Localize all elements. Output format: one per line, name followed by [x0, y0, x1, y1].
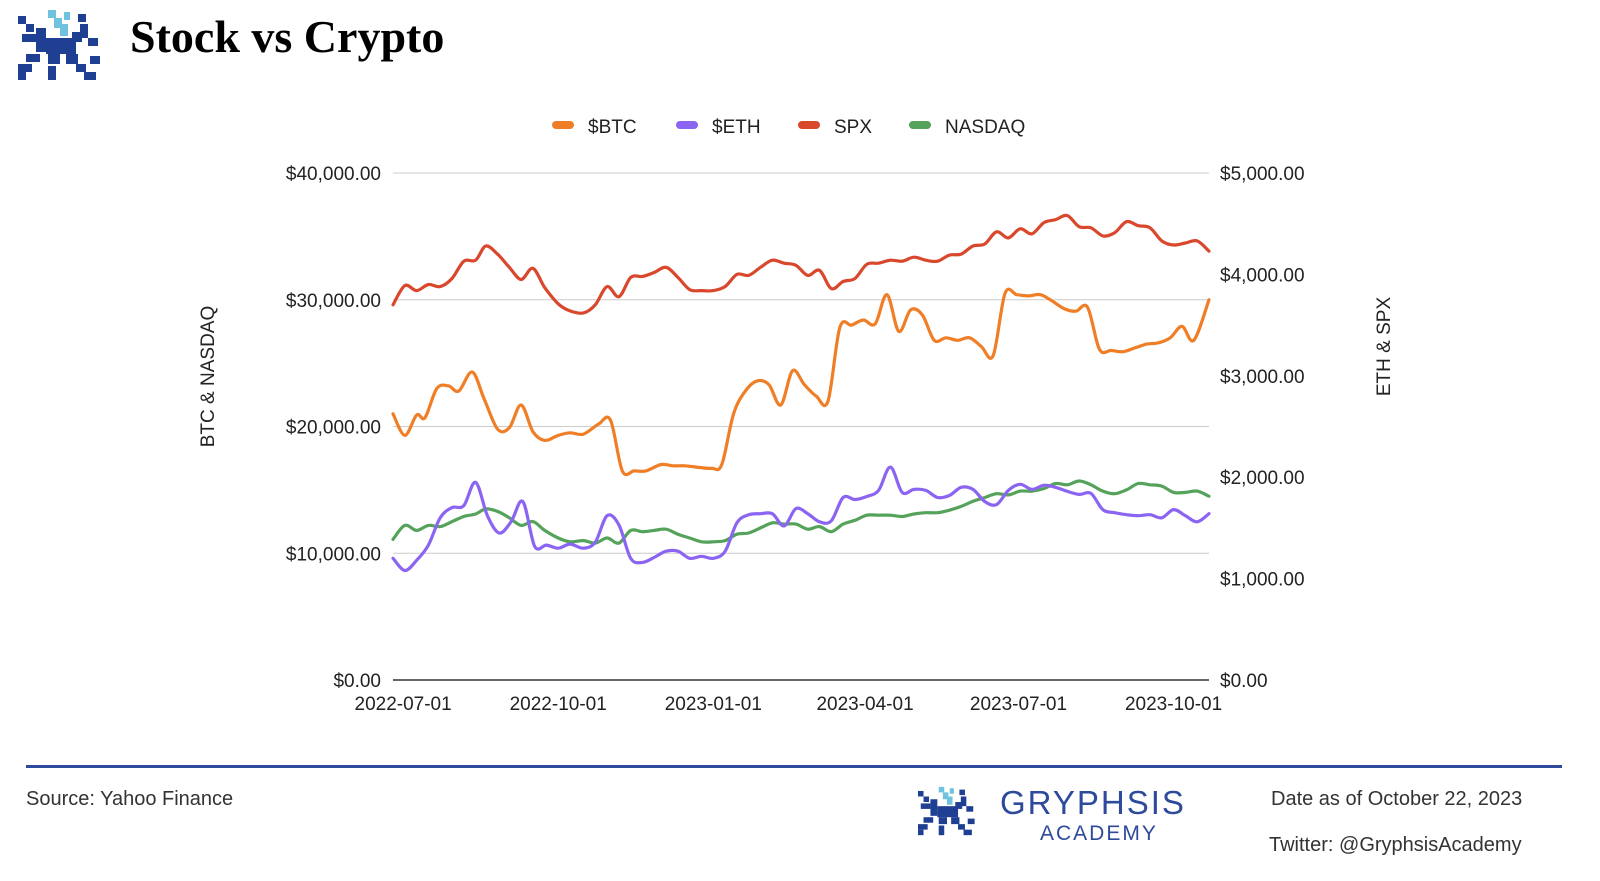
legend-swatch — [676, 121, 698, 129]
y-right-tick-label: $4,000.00 — [1220, 265, 1305, 286]
twitter-handle[interactable]: Twitter: @GryphsisAcademy — [1269, 834, 1522, 856]
gryphon-logo-icon — [18, 10, 100, 80]
y-left-tick-label: $0.00 — [333, 671, 381, 692]
legend-swatch — [909, 121, 931, 129]
series-lines — [391, 213, 1211, 573]
x-tick-label: 2023-04-01 — [816, 694, 913, 715]
brand-subtitle: ACADEMY — [1040, 822, 1158, 845]
chart-area: $0.00 $10,000.00 $20,000.00 $30,000.00 $40,0… — [198, 117, 1395, 715]
legend-item-btc: $BTC — [552, 117, 637, 138]
y-left-tick-label: $30,000.00 — [286, 291, 381, 312]
brand-name: GRYPHSIS — [1000, 784, 1186, 821]
x-tick-label: 2023-01-01 — [665, 694, 762, 715]
legend-item-nasdaq: NASDAQ — [909, 117, 1025, 138]
series-line-eth — [391, 465, 1211, 573]
x-tick-label: 2023-10-01 — [1125, 694, 1222, 715]
y-left-tick-label: $10,000.00 — [286, 544, 381, 565]
legend-label: $ETH — [712, 117, 761, 138]
axes: $0.00 $10,000.00 $20,000.00 $30,000.00 $40,0… — [198, 164, 1395, 715]
y-right-tick-label: $0.00 — [1220, 671, 1268, 692]
series-line-btc — [391, 287, 1211, 477]
footer-rule — [26, 765, 1562, 768]
y-right-tick-label: $5,000.00 — [1220, 164, 1305, 185]
x-tick-label: 2022-10-01 — [510, 694, 607, 715]
legend-label: NASDAQ — [945, 117, 1025, 138]
y-right-tick-label: $3,000.00 — [1220, 367, 1305, 388]
date-note: Date as of October 22, 2023 — [1271, 788, 1523, 810]
x-tick-label: 2022-07-01 — [355, 694, 452, 715]
x-tick-label: 2023-07-01 — [970, 694, 1067, 715]
legend-label: SPX — [834, 117, 872, 138]
legend-item-spx: SPX — [798, 117, 872, 138]
page-title: Stock vs Crypto — [130, 11, 445, 62]
y-right-axis-title: ETH & SPX — [1374, 297, 1395, 397]
gryphon-logo-icon — [918, 786, 975, 836]
legend: $BTC $ETH SPX NASDAQ — [552, 117, 1025, 138]
y-left-axis-title: BTC & NASDAQ — [198, 306, 219, 447]
y-left-tick-label: $20,000.00 — [286, 418, 381, 439]
legend-label: $BTC — [588, 117, 637, 138]
source-note: Source: Yahoo Finance — [26, 788, 234, 810]
grid-lines — [393, 172, 1209, 681]
legend-swatch — [798, 121, 820, 129]
legend-item-eth: $ETH — [676, 117, 761, 138]
series-line-nasdaq — [391, 479, 1211, 545]
y-left-tick-label: $40,000.00 — [286, 164, 381, 185]
y-right-tick-label: $1,000.00 — [1220, 570, 1305, 591]
legend-swatch — [552, 121, 574, 129]
series-line-spx — [391, 213, 1211, 315]
y-right-tick-label: $2,000.00 — [1220, 468, 1305, 489]
